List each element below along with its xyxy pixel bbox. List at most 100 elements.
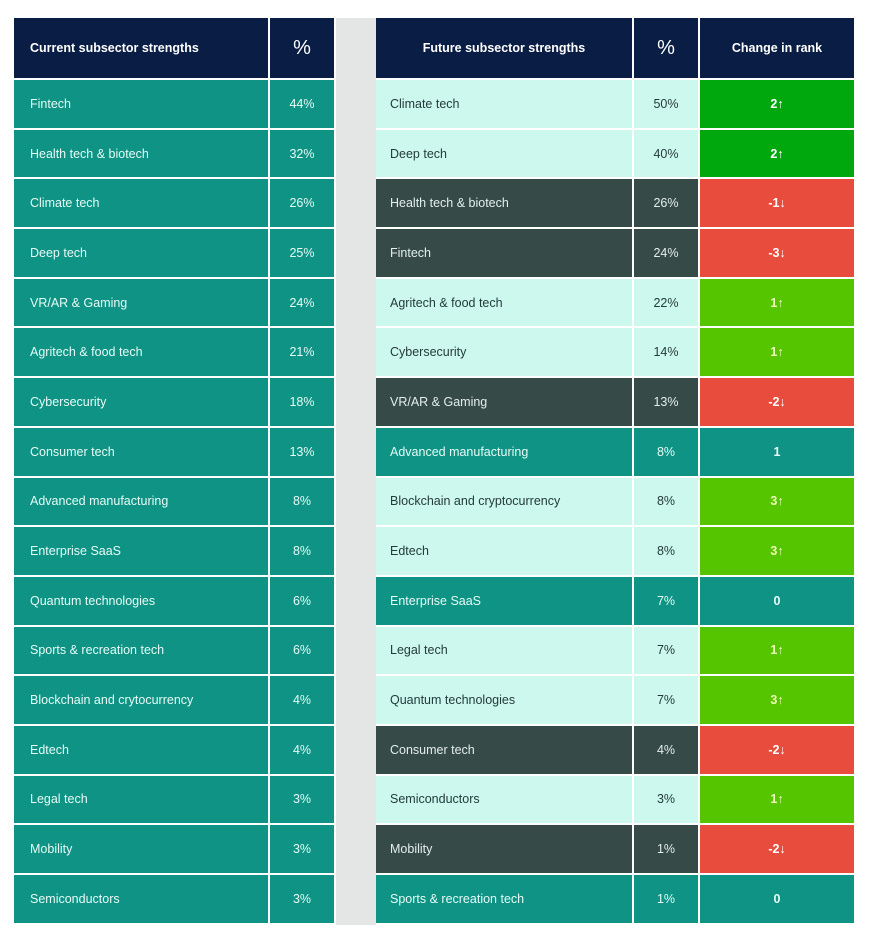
column-spacer xyxy=(336,80,376,130)
column-spacer xyxy=(336,378,376,428)
current-subsector-cell: Quantum technologies xyxy=(14,576,270,627)
future-percent-cell: 1% xyxy=(634,825,700,875)
table-row: Quantum technologies 6% Enterprise SaaS 7% 0 xyxy=(14,576,854,627)
future-percent-cell: 14% xyxy=(634,328,700,379)
table-row: Legal tech 3% Semiconductors 3% 1↑ xyxy=(14,775,854,826)
table-body: Fintech 44% Climate tech 50% 2↑ Health tech &… xyxy=(14,80,854,925)
current-percent-cell: 25% xyxy=(270,229,336,279)
column-spacer xyxy=(336,477,376,528)
change-in-rank-cell: 0 xyxy=(700,576,854,627)
change-in-rank-cell: 1↑ xyxy=(700,278,854,329)
change-in-rank-cell: -3↓ xyxy=(700,229,854,279)
table-row: Fintech 44% Climate tech 50% 2↑ xyxy=(14,80,854,130)
header-change-in-rank: Change in rank xyxy=(700,18,854,80)
future-percent-cell: 40% xyxy=(634,129,700,180)
column-spacer xyxy=(336,626,376,677)
future-subsector-cell: Agritech & food tech xyxy=(376,278,634,329)
current-subsector-cell: Sports & recreation tech xyxy=(14,626,270,677)
table-row: Agritech & food tech 21% Cybersecurity 14% 1… xyxy=(14,328,854,379)
change-in-rank-cell: 2↑ xyxy=(700,80,854,130)
future-percent-cell: 22% xyxy=(634,278,700,329)
table-header-row: Current subsector strengths % Future sub… xyxy=(14,18,854,80)
column-spacer xyxy=(336,875,376,925)
change-in-rank-cell: -2↓ xyxy=(700,725,854,776)
future-subsector-cell: Edtech xyxy=(376,527,634,577)
future-percent-cell: 8% xyxy=(634,427,700,478)
column-spacer xyxy=(336,129,376,180)
subsector-strengths-table: Current subsector strengths % Future sub… xyxy=(14,18,854,925)
current-percent-cell: 8% xyxy=(270,527,336,577)
current-percent-cell: 13% xyxy=(270,427,336,478)
future-percent-cell: 7% xyxy=(634,676,700,726)
current-percent-cell: 44% xyxy=(270,80,336,130)
change-in-rank-cell: 1↑ xyxy=(700,328,854,379)
column-spacer xyxy=(336,725,376,776)
table-row: VR/AR & Gaming 24% Agritech & food tech 22%… xyxy=(14,278,854,329)
current-subsector-cell: Mobility xyxy=(14,825,270,875)
future-percent-cell: 24% xyxy=(634,229,700,279)
change-in-rank-cell: 3↑ xyxy=(700,676,854,726)
table-row: Blockchain and crytocurrency 4% Quantum te… xyxy=(14,676,854,726)
current-percent-cell: 3% xyxy=(270,875,336,925)
column-spacer xyxy=(336,18,376,80)
future-subsector-cell: Legal tech xyxy=(376,626,634,677)
table-row: Advanced manufacturing 8% Blockchain and c… xyxy=(14,477,854,528)
future-percent-cell: 8% xyxy=(634,477,700,528)
current-subsector-cell: Fintech xyxy=(14,80,270,130)
current-percent-cell: 24% xyxy=(270,278,336,329)
table-row: Edtech 4% Consumer tech 4% -2↓ xyxy=(14,725,854,776)
current-subsector-cell: Cybersecurity xyxy=(14,378,270,428)
future-subsector-cell: VR/AR & Gaming xyxy=(376,378,634,428)
current-percent-cell: 8% xyxy=(270,477,336,528)
change-in-rank-cell: -2↓ xyxy=(700,825,854,875)
future-subsector-cell: Enterprise SaaS xyxy=(376,576,634,627)
current-subsector-cell: Consumer tech xyxy=(14,427,270,478)
future-subsector-cell: Fintech xyxy=(376,229,634,279)
column-spacer xyxy=(336,576,376,627)
future-percent-cell: 50% xyxy=(634,80,700,130)
current-percent-cell: 4% xyxy=(270,725,336,776)
table-row: Mobility 3% Mobility 1% -2↓ xyxy=(14,825,854,875)
current-subsector-cell: Agritech & food tech xyxy=(14,328,270,379)
future-percent-cell: 1% xyxy=(634,875,700,925)
column-spacer xyxy=(336,676,376,726)
change-in-rank-cell: 1↑ xyxy=(700,626,854,677)
change-in-rank-cell: 1 xyxy=(700,427,854,478)
current-subsector-cell: Advanced manufacturing xyxy=(14,477,270,528)
future-subsector-cell: Advanced manufacturing xyxy=(376,427,634,478)
current-subsector-cell: Enterprise SaaS xyxy=(14,527,270,577)
future-subsector-cell: Quantum technologies xyxy=(376,676,634,726)
header-current-subsector: Current subsector strengths xyxy=(14,18,270,80)
future-subsector-cell: Sports & recreation tech xyxy=(376,875,634,925)
table-row: Sports & recreation tech 6% Legal tech 7% 1↑ xyxy=(14,626,854,677)
header-future-subsector: Future subsector strengths xyxy=(376,18,634,80)
current-subsector-cell: Legal tech xyxy=(14,775,270,826)
future-percent-cell: 26% xyxy=(634,179,700,230)
column-spacer xyxy=(336,229,376,279)
table-row: Semiconductors 3% Sports & recreation tech… xyxy=(14,875,854,925)
current-percent-cell: 32% xyxy=(270,129,336,180)
change-in-rank-cell: 2↑ xyxy=(700,129,854,180)
column-spacer xyxy=(336,328,376,379)
future-percent-cell: 7% xyxy=(634,576,700,627)
current-subsector-cell: Semiconductors xyxy=(14,875,270,925)
current-percent-cell: 6% xyxy=(270,576,336,627)
table-row: Health tech & biotech 32% Deep tech 40% 2↑ xyxy=(14,129,854,180)
future-percent-cell: 7% xyxy=(634,626,700,677)
column-spacer xyxy=(336,278,376,329)
change-in-rank-cell: 3↑ xyxy=(700,477,854,528)
future-percent-cell: 3% xyxy=(634,775,700,826)
change-in-rank-cell: 1↑ xyxy=(700,775,854,826)
future-subsector-cell: Health tech & biotech xyxy=(376,179,634,230)
change-in-rank-cell: 0 xyxy=(700,875,854,925)
table-row: Consumer tech 13% Advanced manufacturing 8%… xyxy=(14,427,854,478)
future-subsector-cell: Mobility xyxy=(376,825,634,875)
current-subsector-cell: VR/AR & Gaming xyxy=(14,278,270,329)
future-percent-cell: 13% xyxy=(634,378,700,428)
table-row: Cybersecurity 18% VR/AR & Gaming 13% -2↓ xyxy=(14,378,854,428)
current-subsector-cell: Edtech xyxy=(14,725,270,776)
current-subsector-cell: Blockchain and crytocurrency xyxy=(14,676,270,726)
future-subsector-cell: Climate tech xyxy=(376,80,634,130)
current-percent-cell: 26% xyxy=(270,179,336,230)
future-subsector-cell: Blockchain and cryptocurrency xyxy=(376,477,634,528)
